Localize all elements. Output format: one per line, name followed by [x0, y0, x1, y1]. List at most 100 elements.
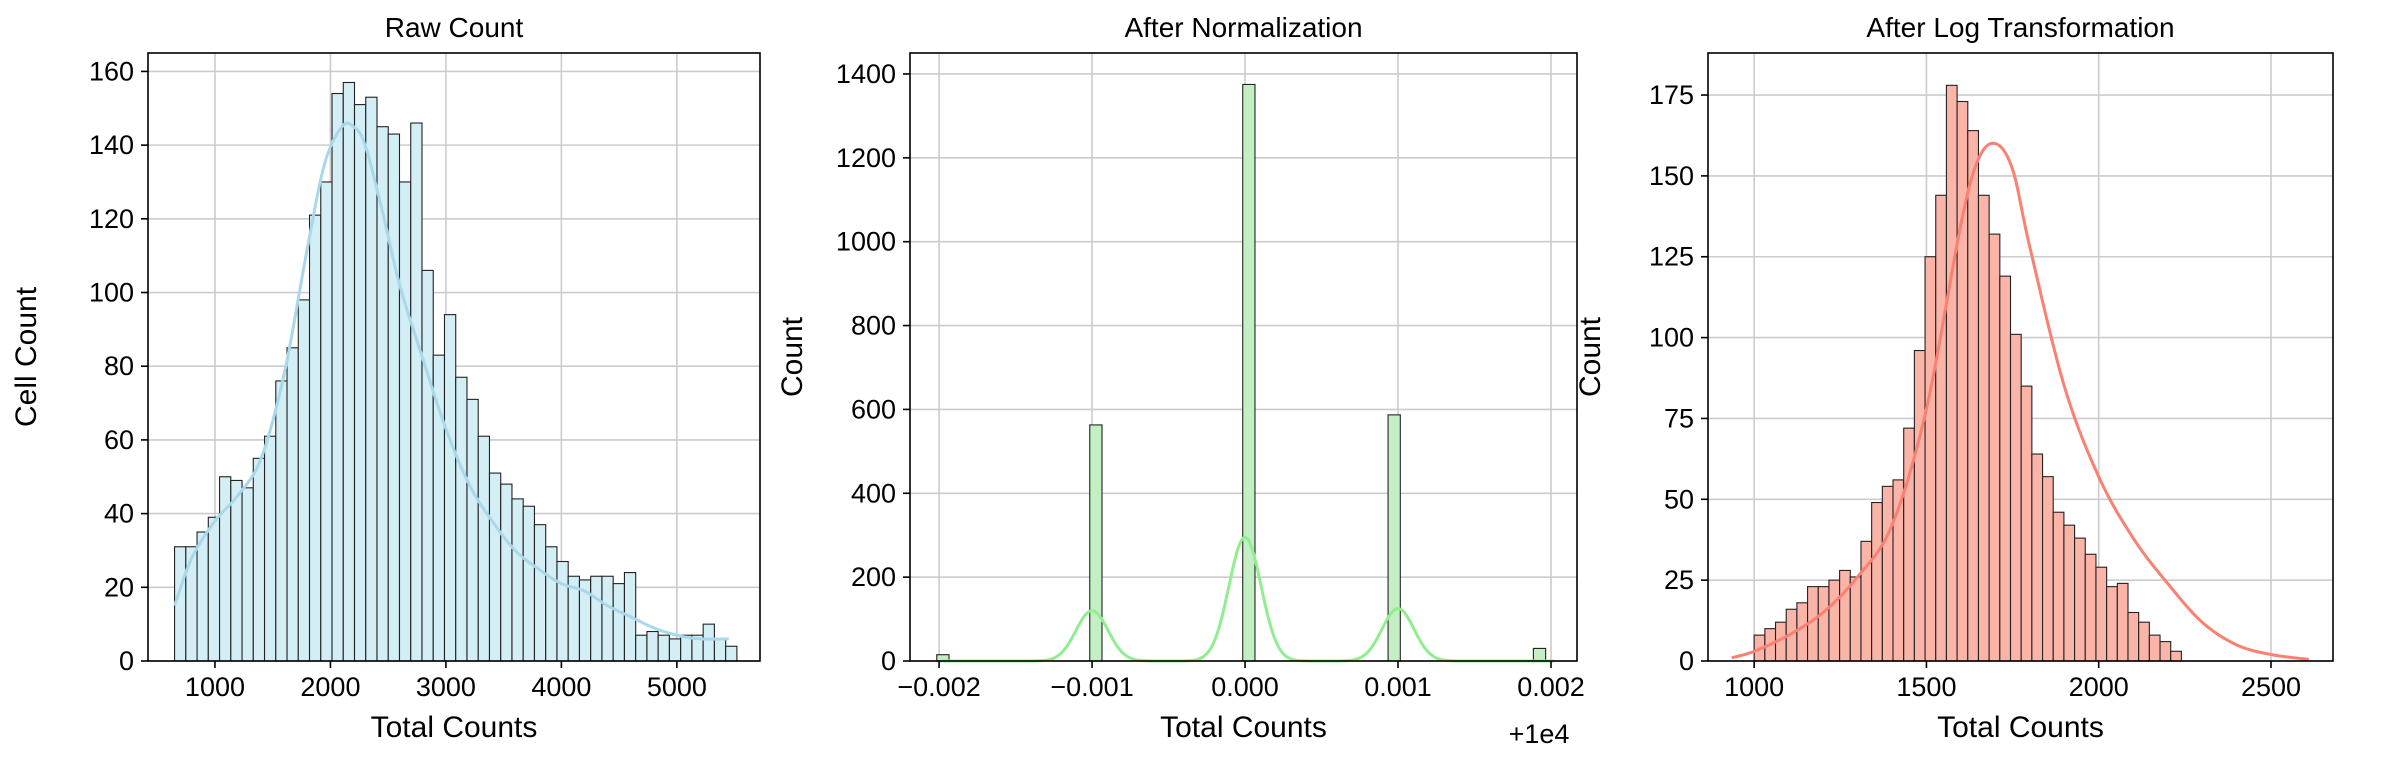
histogram-bars [174, 81, 738, 662]
histogram-bar [1945, 84, 1958, 662]
tick-marks [903, 73, 1552, 668]
histogram-bar [2052, 511, 2065, 662]
y-tick-label: 140 [89, 130, 134, 160]
histogram-bar [1849, 576, 1862, 662]
histogram-bar [2148, 634, 2161, 662]
histogram-bar [443, 314, 457, 662]
histogram-bar [1828, 579, 1841, 662]
tick-marks [1701, 94, 2272, 668]
y-tick-label: 25 [1664, 565, 1694, 595]
histogram-bar [387, 133, 401, 662]
histogram-bar [702, 623, 715, 662]
x-offset-label: +1e4 [1509, 719, 1570, 749]
histogram-bar [1089, 424, 1103, 662]
y-tick-label: 1400 [836, 59, 896, 89]
histogram-bar [308, 214, 322, 662]
y-axis-label: Count [1574, 316, 1607, 397]
histogram-bar [275, 380, 288, 662]
histogram-bar [230, 479, 243, 662]
histogram-bar [522, 505, 536, 662]
histogram-bar [2170, 650, 2182, 662]
histogram-bar [2138, 621, 2150, 662]
histogram-bar [635, 634, 648, 662]
y-tick-label: 20 [104, 572, 134, 602]
axes-frame [1707, 52, 2334, 662]
y-tick-label: 125 [1649, 242, 1694, 272]
y-tick-label: 50 [1664, 484, 1694, 514]
histogram-bar [1532, 647, 1547, 662]
y-tick-label: 1000 [836, 227, 896, 257]
histogram-bar [342, 81, 356, 662]
x-tick-label: 4000 [531, 672, 591, 702]
tick-marks [141, 70, 678, 668]
histogram-bar [297, 299, 311, 662]
histogram-bar [511, 498, 524, 662]
histogram-bar [241, 487, 254, 662]
histogram-bar [410, 122, 423, 662]
x-tick-label: 2000 [2069, 672, 2129, 702]
x-axis-label: Total Counts [1160, 711, 1327, 744]
histogram-bar [185, 546, 198, 662]
histogram-bar [1839, 569, 1851, 662]
x-tick-labels: −0.002 −0.001 0.000 0.001 0.002 [897, 672, 1584, 702]
histogram-bar [320, 181, 333, 662]
histogram-bar [252, 457, 266, 662]
axes-frame [909, 52, 1578, 662]
histogram-bar [657, 634, 670, 662]
histogram-bar [331, 92, 344, 662]
histogram-bar [207, 516, 221, 662]
x-tick-label: 1000 [185, 672, 245, 702]
histogram-bar [612, 583, 625, 662]
panel-raw-count: 1000 2000 3000 4000 5000 0 20 40 60 80 100 120 140 1… [10, 12, 761, 744]
x-tick-label: 1500 [1896, 672, 1956, 702]
histogram-bars [936, 83, 1547, 662]
histogram-bar [646, 630, 659, 662]
y-tick-label: 175 [1649, 80, 1694, 110]
histogram-bar [725, 645, 738, 662]
histogram-bar [1817, 586, 1830, 662]
histogram-bar [1881, 485, 1894, 662]
kde-curve [1731, 141, 2310, 661]
y-tick-label: 100 [89, 278, 134, 308]
y-tick-label: 0 [881, 646, 896, 676]
y-tick-label: 0 [119, 646, 134, 676]
chart-title: After Normalization [1124, 12, 1362, 43]
histogram-bar [1977, 194, 1990, 662]
histogram-bar [1796, 602, 1809, 662]
histogram-bar [353, 104, 367, 662]
histogram-bars [1753, 84, 2182, 662]
x-tick-labels: 1000 2000 3000 4000 5000 [185, 672, 707, 702]
x-tick-labels: 1000 1500 2000 2500 [1724, 672, 2301, 702]
histogram-bar [2116, 582, 2129, 662]
x-tick-label: 5000 [647, 672, 707, 702]
y-axis-label: Count [776, 316, 809, 397]
histogram-bar [421, 269, 434, 662]
histogram-bar [601, 575, 614, 662]
y-axis-label: Cell Count [10, 286, 43, 427]
histogram-bar [668, 638, 682, 662]
histogram-bar [2095, 566, 2108, 662]
y-tick-label: 150 [1649, 161, 1694, 191]
y-tick-label: 0 [1679, 646, 1694, 676]
histogram-bar [590, 575, 603, 662]
axes-frame [147, 52, 761, 662]
histogram-bar [1242, 83, 1256, 662]
histogram-bar [556, 560, 569, 662]
histogram-bar [1956, 100, 1969, 662]
histogram-bar [263, 435, 277, 662]
y-tick-label: 800 [851, 311, 896, 341]
histogram-bar [466, 398, 479, 662]
x-axis-label: Total Counts [371, 711, 538, 744]
kde-line [173, 121, 729, 641]
histogram-bar [2127, 611, 2140, 662]
chart-title: After Log Transformation [1866, 12, 2174, 43]
x-tick-label: 0.000 [1211, 672, 1279, 702]
kde-line [1731, 141, 2310, 661]
x-tick-label: −0.002 [897, 672, 980, 702]
histogram-bar [455, 376, 468, 662]
x-tick-label: 2500 [2241, 672, 2301, 702]
y-tick-labels: 0 200 400 600 800 1000 1200 1400 [836, 59, 896, 676]
y-tick-label: 40 [104, 499, 134, 529]
histogram-bar [1387, 414, 1401, 662]
